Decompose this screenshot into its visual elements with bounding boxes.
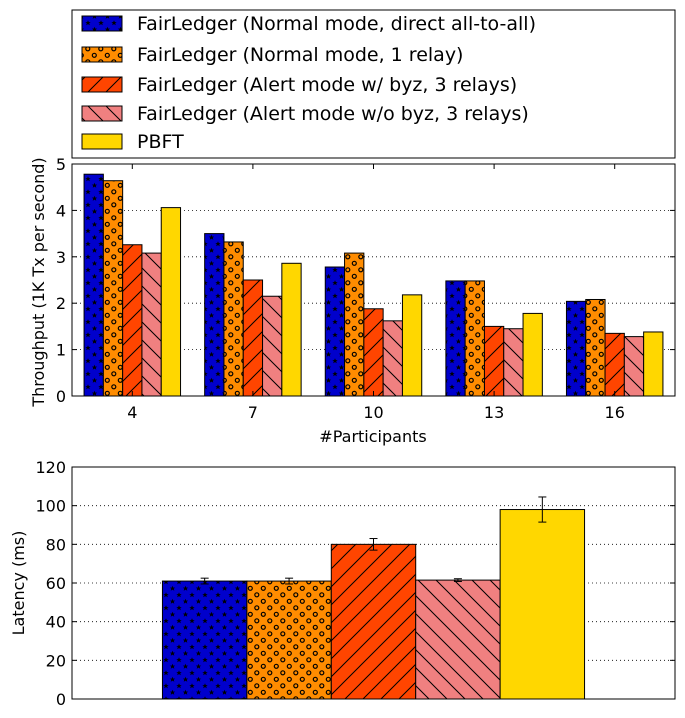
throughput-bar-16-series-2 (604, 332, 625, 397)
latency-bar-series-4 (499, 509, 586, 700)
latency-bars (161, 496, 586, 700)
legend-swatch-1 (81, 46, 123, 63)
throughput-bar-13-series-4 (522, 312, 543, 397)
legend-label-1: FairLedger (Normal mode, 1 relay) (137, 44, 463, 66)
throughput-x-tick-label-4: 4 (127, 403, 137, 422)
throughput-bar-13-series-1 (464, 280, 485, 397)
latency-y-tick-label: 100 (35, 497, 66, 516)
throughput-x-tick-label-16: 16 (605, 403, 625, 422)
latency-error-bar-series-0 (200, 577, 209, 585)
throughput-bar-16-series-0 (565, 300, 587, 397)
latency-error-bar-series-1 (285, 577, 294, 585)
throughput-bar-4-series-4 (160, 207, 182, 397)
legend-label-0: FairLedger (Normal mode, direct all-to-a… (137, 13, 536, 35)
throughput-y-tick-label: 0 (56, 387, 66, 406)
throughput-y-axis-label: Throughput (1K Tx per second) (29, 157, 48, 407)
latency-y-tick-label: 40 (46, 613, 66, 632)
latency-bar-series-0 (161, 580, 248, 700)
throughput-bar-4-series-3 (141, 252, 162, 397)
latency-bar-series-2 (330, 543, 417, 700)
legend-swatch-2 (81, 76, 123, 93)
throughput-chart: 0 1 2 3 4 5 4 7 10 13 16 #Participants Throughput … (29, 155, 676, 446)
latency-y-tick-label: 120 (35, 458, 66, 477)
legend-swatch-0 (81, 15, 123, 32)
latency-error-bar-series-2 (369, 538, 378, 551)
throughput-y-tick-label: 4 (56, 201, 66, 220)
throughput-bar-16-series-1 (585, 298, 606, 397)
throughput-y-tick-label: 5 (56, 155, 66, 174)
latency-y-tick-label: 20 (46, 651, 66, 670)
throughput-bar-7-series-2 (242, 279, 264, 397)
legend-frame (71, 9, 676, 159)
throughput-bars (83, 173, 664, 397)
latency-y-tick-label: 80 (46, 535, 66, 554)
throughput-bar-16-series-4 (643, 331, 664, 397)
throughput-x-tick-label-13: 13 (484, 403, 504, 422)
throughput-bar-7-series-1 (223, 241, 244, 397)
latency-y-tick-label: 60 (46, 574, 66, 593)
latency-chart: 0 20 40 60 80 100 120 Latency (ms) (9, 458, 676, 709)
throughput-bar-10-series-3 (382, 320, 403, 397)
throughput-x-axis-label: #Participants (319, 427, 426, 446)
throughput-bar-13-series-0 (445, 280, 466, 397)
latency-bar-series-1 (246, 580, 332, 700)
throughput-bar-4-series-2 (122, 244, 143, 397)
throughput-bar-10-series-1 (344, 252, 365, 397)
latency-error-bar-series-3 (453, 578, 462, 582)
legend-label-2: FairLedger (Alert mode w/ byz, 3 relays) (137, 74, 517, 96)
legend: FairLedger (Normal mode, direct all-to-a… (71, 9, 676, 159)
throughput-y-tick-label: 1 (56, 341, 66, 360)
throughput-y-tick-label: 3 (56, 248, 66, 267)
throughput-y-tick-label: 2 (56, 294, 66, 313)
throughput-bar-13-series-2 (483, 325, 505, 397)
latency-y-axis-label: Latency (ms) (9, 531, 28, 636)
legend-swatch-3 (81, 105, 123, 122)
throughput-bar-4-series-1 (102, 180, 124, 397)
latency-error-bar-series-4 (538, 496, 547, 523)
latency-bar-series-3 (415, 579, 501, 700)
throughput-bar-7-series-0 (204, 233, 225, 397)
throughput-bar-13-series-3 (503, 328, 524, 397)
throughput-bar-16-series-3 (623, 336, 645, 397)
throughput-bar-4-series-0 (83, 173, 104, 397)
legend-label-3: FairLedger (Alert mode w/o byz, 3 relays… (137, 103, 529, 125)
throughput-ticks: 0 1 2 3 4 5 4 7 10 13 16 (56, 155, 675, 422)
throughput-bar-10-series-2 (363, 308, 384, 397)
latency-ticks: 0 20 40 60 80 100 120 (35, 458, 675, 709)
throughput-bar-10-series-0 (324, 266, 346, 397)
throughput-bar-7-series-4 (281, 262, 302, 397)
throughput-bar-7-series-3 (262, 295, 283, 397)
legend-swatch-4 (81, 133, 123, 150)
legend-label-4: PBFT (137, 131, 184, 153)
throughput-bar-10-series-4 (401, 294, 423, 397)
throughput-x-tick-label-7: 7 (248, 403, 258, 422)
throughput-x-tick-label-10: 10 (363, 403, 383, 422)
latency-y-tick-label: 0 (56, 690, 66, 709)
